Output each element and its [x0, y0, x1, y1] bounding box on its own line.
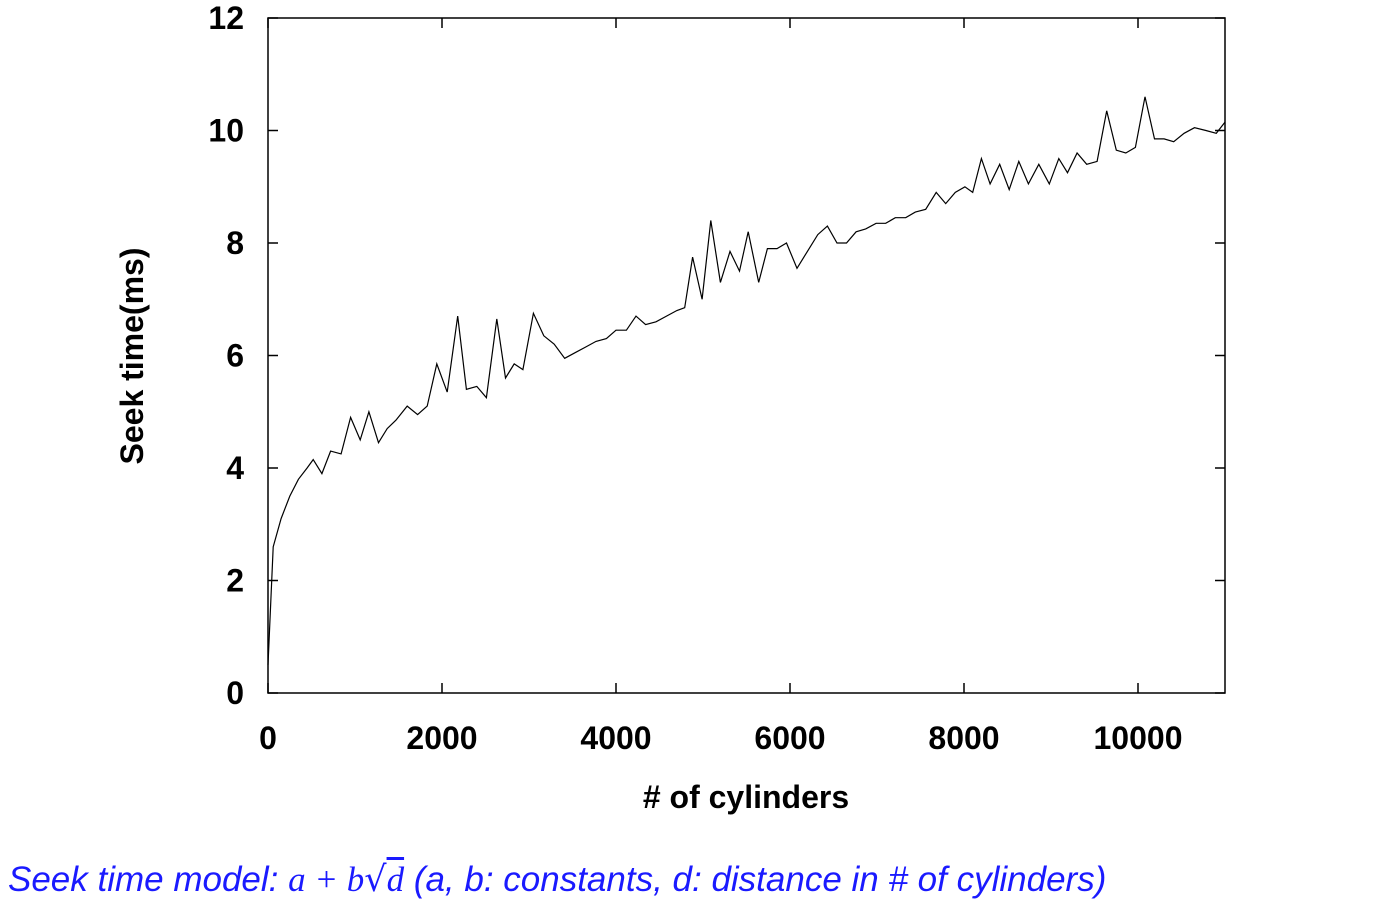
x-tick-label: 10000: [1094, 720, 1183, 756]
y-tick-label: 0: [226, 675, 244, 711]
formula-d: d: [386, 860, 405, 899]
axis-ticks: 0 2 4 6 8 10 12 0 2000 4000 6000 8000 10000: [208, 0, 1225, 756]
x-tick-label: 0: [259, 720, 277, 756]
formula-a: a: [288, 860, 306, 899]
x-tick-label: 2000: [406, 720, 477, 756]
x-axis-label: # of cylinders: [643, 779, 849, 815]
series-layer: [267, 96, 1226, 665]
y-tick-label: 8: [226, 225, 244, 261]
y-tick-label: 2: [226, 563, 244, 599]
formula-sqrt: √: [364, 860, 387, 900]
y-tick-label: 4: [226, 450, 244, 486]
x-tick-label: 4000: [580, 720, 651, 756]
y-tick-label: 12: [208, 0, 244, 36]
caption-suffix: (a, b: constants, d: distance in # of cy…: [404, 860, 1107, 899]
formula-plus: +: [305, 860, 347, 899]
y-tick-label: 6: [226, 338, 244, 374]
x-tick-label: 8000: [928, 720, 999, 756]
caption-prefix: Seek time model:: [8, 860, 289, 899]
seek-time-chart: 0 2 4 6 8 10 12 0 2000 4000 6000 8000 10000 # of cyl…: [114, 0, 1226, 815]
plot-border: [267, 17, 1226, 694]
formula-b: b: [346, 860, 365, 899]
plot-frame: [267, 17, 1226, 694]
seek-time-series-line: [267, 96, 1226, 665]
x-tick-label: 6000: [754, 720, 825, 756]
y-axis-label: Seek time(ms): [114, 248, 150, 465]
seek-time-model-caption: Seek time model: a + b√d (a, b: constant…: [8, 860, 1394, 900]
y-tick-label: 10: [208, 113, 244, 149]
